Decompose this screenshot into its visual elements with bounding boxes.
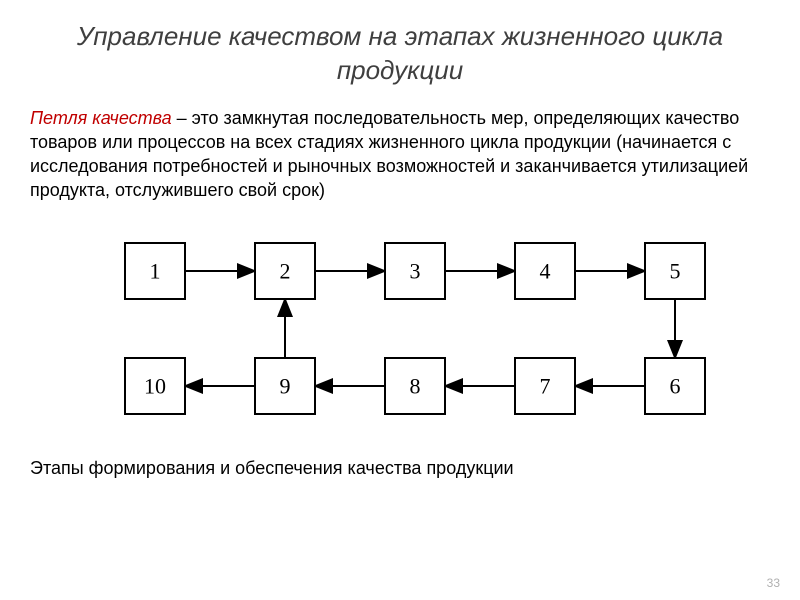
stage-label: 8 bbox=[410, 373, 421, 398]
stage-label: 7 bbox=[540, 373, 551, 398]
page-title: Управление качеством на этапах жизненног… bbox=[30, 20, 770, 88]
stage-label: 6 bbox=[670, 373, 681, 398]
diagram-caption: Этапы формирования и обеспечения качеств… bbox=[30, 458, 770, 479]
stage-label: 10 bbox=[144, 373, 166, 398]
definition-paragraph: Петля качества – это замкнутая последова… bbox=[30, 106, 770, 203]
term: Петля качества bbox=[30, 108, 172, 128]
page-number: 33 bbox=[767, 576, 780, 590]
stage-label: 2 bbox=[280, 258, 291, 283]
stage-label: 5 bbox=[670, 258, 681, 283]
quality-loop-diagram: 1 2 3 4 5 6 7 8 9 10 bbox=[85, 223, 715, 433]
stage-label: 4 bbox=[540, 258, 551, 283]
stage-label: 3 bbox=[410, 258, 421, 283]
stage-label: 9 bbox=[280, 373, 291, 398]
stage-label: 1 bbox=[150, 258, 161, 283]
